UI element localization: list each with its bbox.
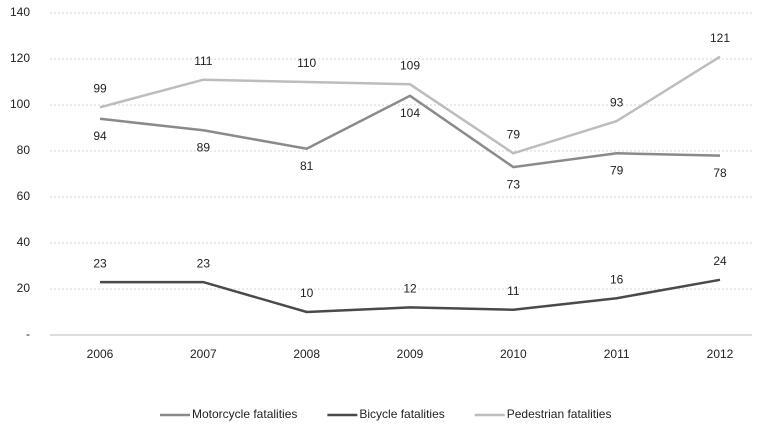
- data-label: 10: [300, 286, 314, 300]
- data-label: 121: [710, 31, 730, 45]
- y-tick-label: -: [26, 327, 30, 341]
- x-tick-label: 2007: [190, 347, 217, 361]
- x-tick-label: 2010: [500, 347, 527, 361]
- data-label: 12: [403, 282, 417, 296]
- data-label: 79: [610, 163, 624, 177]
- y-tick-label: 40: [17, 235, 31, 249]
- data-label: 104: [400, 106, 420, 120]
- data-label: 89: [197, 140, 211, 154]
- y-tick-label: 100: [10, 97, 30, 111]
- x-tick-label: 2008: [293, 347, 320, 361]
- x-tick-label: 2009: [397, 347, 424, 361]
- legend-label: Motorcycle fatalities: [192, 407, 297, 421]
- series-line: [100, 278, 721, 314]
- data-label: 109: [400, 58, 420, 72]
- data-label: 23: [197, 256, 211, 270]
- data-label: 79: [507, 127, 521, 141]
- data-label: 16: [610, 272, 624, 286]
- y-tick-label: 140: [10, 5, 30, 19]
- data-label: 110: [297, 56, 316, 70]
- data-label: 81: [300, 159, 314, 173]
- data-label: 11: [507, 284, 520, 298]
- data-label: 93: [610, 95, 624, 109]
- y-tick-label: 80: [17, 143, 31, 157]
- legend-label: Pedestrian fatalities: [507, 407, 612, 421]
- data-label: 24: [713, 254, 727, 268]
- x-tick-label: 2006: [87, 347, 114, 361]
- data-label: 111: [194, 54, 213, 68]
- legend-label: Bicycle fatalities: [359, 407, 444, 421]
- y-tick-label: 20: [17, 281, 31, 295]
- series-line: [99, 94, 721, 169]
- series-line: [99, 55, 721, 155]
- x-tick-label: 2012: [707, 347, 734, 361]
- data-label: 78: [713, 166, 727, 180]
- data-label: 99: [93, 81, 107, 95]
- data-label: 94: [93, 129, 107, 143]
- data-label: 73: [507, 177, 521, 191]
- x-tick-label: 2011: [604, 347, 630, 361]
- y-tick-label: 120: [10, 51, 30, 65]
- data-label: 23: [93, 256, 107, 270]
- y-tick-label: 60: [17, 189, 31, 203]
